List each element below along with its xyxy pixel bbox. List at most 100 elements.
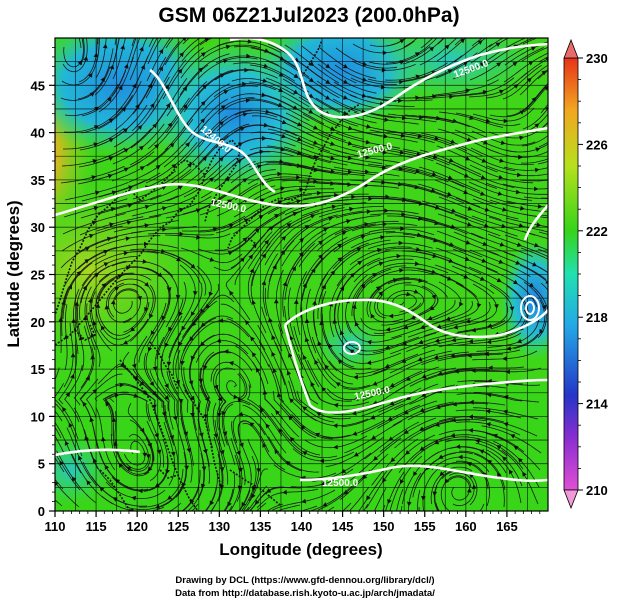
streamline-arrow	[289, 335, 294, 341]
streamline-arrow	[517, 457, 523, 463]
x-tick-label: 130	[208, 519, 230, 534]
streamline	[522, 213, 548, 219]
streamline-arrow	[444, 478, 450, 484]
streamline-arrow	[373, 455, 379, 461]
x-tick-label: 120	[126, 519, 148, 534]
streamline-arrow	[144, 241, 149, 247]
x-tick-label: 155	[414, 519, 436, 534]
streamline-arrow	[337, 257, 343, 262]
streamline-arrow	[324, 364, 330, 370]
streamline-arrow	[536, 222, 542, 228]
streamline-arrow	[140, 29, 144, 34]
streamline-arrow	[198, 67, 204, 73]
y-tick-label: 10	[31, 409, 45, 424]
streamline-arrow	[387, 416, 393, 421]
x-tick-label: 140	[291, 519, 313, 534]
streamline-arrow	[465, 240, 471, 245]
streamline	[165, 38, 174, 49]
streamline-arrow	[296, 199, 302, 204]
streamline-arrow	[263, 122, 269, 128]
streamline-arrow	[466, 137, 472, 142]
colorbar-top-triangle	[563, 38, 579, 59]
streamline-arrow	[389, 401, 395, 406]
streamline-arrow	[479, 276, 485, 281]
streamline-arrow	[100, 325, 106, 331]
streamline-arrow	[526, 77, 532, 83]
streamline	[373, 487, 387, 511]
x-tick-label: 150	[373, 519, 395, 534]
colorbar-tick-label: 218	[586, 310, 608, 325]
colorbar-bottom-triangle	[563, 489, 579, 510]
streamline-arrow	[503, 118, 509, 124]
colorbar-tick-label: 226	[586, 137, 608, 152]
streamline-arrow	[317, 340, 322, 346]
streamline-arrow	[164, 342, 169, 348]
streamline-arrow	[273, 298, 279, 304]
streamline-arrow	[328, 343, 333, 349]
y-axis-label: Latitude (degrees)	[4, 200, 23, 347]
x-tick-label: 160	[455, 519, 477, 534]
streamline-arrow	[99, 9, 104, 14]
streamline-arrow	[147, 466, 153, 472]
streamline-arrow	[179, 52, 184, 58]
streamline-arrow	[232, 516, 237, 521]
streamline-arrow	[389, 382, 395, 388]
streamline-arrow	[419, 426, 425, 431]
streamline-arrow	[502, 456, 508, 462]
streamline	[55, 367, 63, 422]
streamline-arrow	[82, 285, 87, 291]
streamline-arrow	[364, 222, 369, 227]
streamline-arrow	[308, 109, 314, 114]
streamline-arrow	[190, 263, 196, 269]
streamline-arrow	[337, 359, 343, 365]
streamline-arrow	[448, 158, 454, 163]
streamline-arrow	[106, 236, 112, 242]
streamline-arrow	[149, 381, 155, 387]
streamline-arrow	[121, 11, 125, 16]
streamline-arrow	[465, 88, 471, 93]
streamline-arrow	[447, 69, 453, 74]
streamline-arrow	[158, 66, 163, 72]
streamline-arrow	[505, 369, 510, 375]
streamline-arrow	[427, 315, 433, 321]
streamline-arrow	[444, 44, 450, 50]
streamline-arrow	[316, 190, 322, 196]
streamline	[204, 487, 217, 511]
streamline-arrow	[549, 44, 554, 49]
streamline-arrow	[346, 219, 351, 224]
streamline	[521, 230, 548, 240]
colorbar-tick-label: 222	[586, 224, 608, 239]
contour-label: 12500.0	[322, 478, 359, 489]
streamline-arrow	[347, 155, 353, 161]
streamline-arrow	[108, 118, 114, 123]
streamline-arrow	[483, 140, 489, 145]
streamline-arrow	[249, 268, 254, 274]
y-tick-label: 30	[31, 220, 45, 235]
streamline-arrow	[213, 384, 219, 390]
streamline-arrow	[118, 85, 123, 91]
streamline-arrow	[229, 290, 234, 296]
streamline-arrow	[264, 239, 269, 245]
y-tick-label: 40	[31, 126, 45, 141]
streamline-arrow	[137, 125, 143, 130]
streamline-arrow	[353, 374, 358, 380]
streamline-arrow	[537, 204, 543, 209]
colorbar-tick-label: 210	[586, 483, 608, 498]
streamline-arrow	[551, 238, 556, 243]
streamline-arrow	[400, 133, 406, 138]
streamline	[276, 504, 301, 511]
streamline-arrow	[351, 410, 357, 416]
streamline-arrow	[506, 346, 512, 351]
streamline-arrow	[123, 250, 129, 256]
streamline-arrow	[399, 79, 404, 85]
streamline-arrow	[139, 166, 145, 171]
x-axis: 110 115 120 125 130 135 140 145 150 155 160 165	[45, 511, 541, 534]
streamline-arrow	[458, 454, 463, 460]
streamline-arrow	[256, 468, 262, 473]
streamline-arrow	[104, 464, 110, 470]
streamline	[521, 46, 548, 62]
streamline-arrow	[164, 383, 169, 389]
streamline-arrow	[189, 336, 194, 342]
streamline-arrow	[410, 315, 416, 320]
streamline-arrow	[82, 401, 87, 407]
